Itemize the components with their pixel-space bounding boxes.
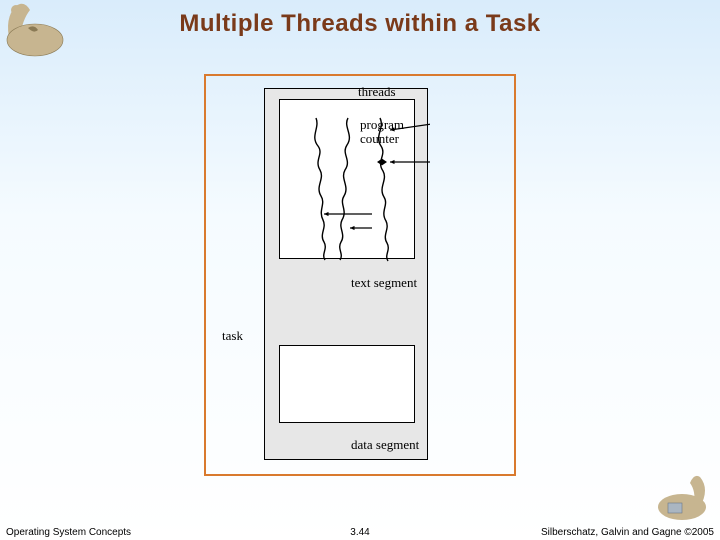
slide-footer: Operating System Concepts 3.44 Silbersch… [0, 524, 720, 540]
program-counter-label: programcounter [360, 118, 404, 145]
threads-label: threads [358, 84, 396, 100]
task-label: task [222, 328, 243, 344]
slide-title: Multiple Threads within a Task [0, 10, 720, 38]
data-segment-box [279, 345, 415, 423]
logo-dinosaur-bottom-right [650, 473, 714, 523]
footer-left: Operating System Concepts [6, 527, 131, 538]
footer-copyright: Silberschatz, Galvin and Gagne ©2005 [541, 527, 714, 538]
figure-frame: text segment data segment task threads p… [204, 74, 516, 476]
footer-page-number: 3.44 [350, 527, 369, 538]
text-segment-label: text segment [351, 275, 417, 291]
data-segment-label: data segment [351, 437, 419, 453]
